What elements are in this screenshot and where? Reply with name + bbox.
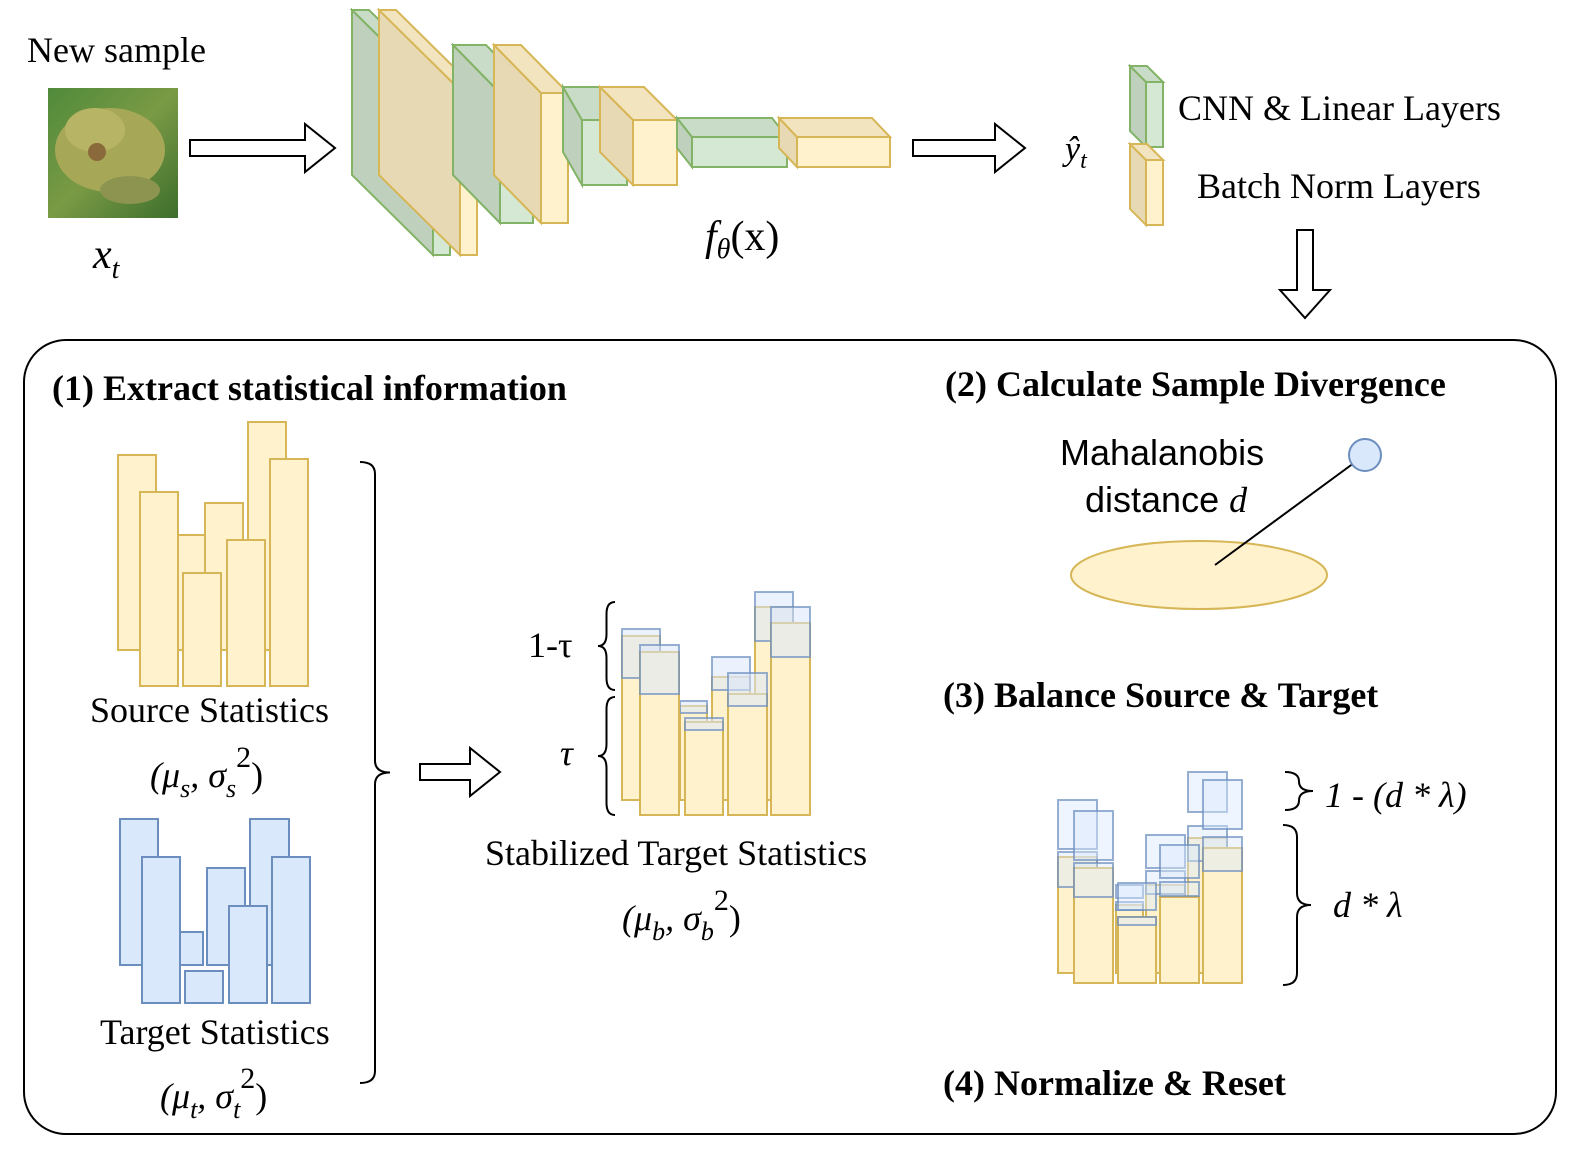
arrow-down-icon: [1277, 229, 1333, 320]
cnn-layer-4: [674, 115, 790, 170]
balanced-bar: [1073, 867, 1114, 984]
stabilized-target-overlay: [770, 606, 811, 658]
stabilized-target-overlay: [679, 700, 708, 714]
target-bar: [228, 905, 268, 1004]
batchnorm-layer-3: [597, 84, 680, 188]
source-bar: [226, 539, 266, 687]
layer-front-face: [632, 119, 678, 186]
target-bar: [184, 970, 224, 1004]
stabilized-target-overlay: [684, 717, 724, 731]
step2-title: (2) Calculate Sample Divergence: [945, 364, 1446, 404]
source-distribution-ellipse: [1070, 540, 1328, 610]
stabilized-target-overlay: [727, 672, 768, 707]
arrow-right-icon: [912, 121, 1027, 175]
batchnorm-layer-4: [776, 115, 893, 170]
layer-front-face: [1145, 81, 1164, 148]
target-statistics-label: Target Statistics: [100, 1012, 330, 1052]
balanced-target-overlay: [1202, 779, 1243, 830]
stabilized-statistics-label: Stabilized Target Statistics: [485, 833, 867, 873]
legend: [1127, 63, 1166, 228]
balanced-target-overlay: [1057, 799, 1098, 850]
target-bar: [179, 931, 204, 966]
network-label: fθ(x): [705, 214, 779, 265]
layer-top-face: [776, 117, 893, 138]
one-minus-d-lambda-label: 1 - (d * λ): [1325, 775, 1467, 815]
step1-title: (1) Extract statistical information: [52, 368, 567, 408]
balanced-target-overlay: [1159, 844, 1200, 879]
statistics-brace: [359, 461, 391, 1084]
stabilized-formula: (μb, σb2): [622, 884, 741, 946]
tau-label: τ: [560, 733, 574, 773]
legend-cnn-label: CNN & Linear Layers: [1178, 88, 1501, 128]
balanced-statistics-bars: [1057, 771, 1243, 984]
balanced-target-overlay: [1187, 771, 1228, 813]
layer-front-face: [691, 136, 788, 168]
one-minus-tau-label: 1-τ: [528, 625, 572, 665]
source-bar: [139, 491, 179, 687]
balanced-bar: [1159, 896, 1200, 984]
stabilized-bar: [684, 721, 724, 816]
stabilized-statistics-bars: [621, 591, 811, 816]
mahalanobis-label: Mahalanobis: [1060, 432, 1264, 473]
layer-front-face: [796, 136, 891, 168]
target-sample-point: [1348, 438, 1382, 472]
target-bar: [141, 856, 181, 1004]
target-formula: (μt, σt2): [160, 1062, 267, 1124]
step4-title: (4) Normalize & Reset: [943, 1063, 1286, 1103]
stabilized-bar: [727, 693, 768, 816]
source-formula: (μs, σs2): [150, 741, 263, 803]
balanced-target-overlay: [1117, 916, 1157, 926]
input-variable: xt: [92, 232, 121, 285]
balanced-target-overlay: [1117, 882, 1157, 911]
stabilized-target-overlay: [639, 644, 680, 695]
new-sample-label: New sample: [27, 30, 206, 70]
frog-image: [48, 88, 178, 218]
target-bar: [271, 856, 311, 1004]
source-statistics-label: Source Statistics: [90, 690, 329, 730]
source-statistics-bars: [117, 421, 309, 687]
legend-bn-swatch: [1127, 141, 1166, 228]
d-lambda-brace: [1282, 824, 1312, 986]
layer-top-face: [674, 117, 790, 138]
balanced-target-overlay: [1115, 884, 1144, 899]
one-minus-tau-brace: [597, 601, 616, 691]
one-minus-d-lambda-brace: [1284, 771, 1314, 811]
distance-label: distance d: [1085, 479, 1248, 520]
target-statistics-bars: [119, 818, 311, 1004]
tau-brace: [597, 696, 616, 816]
balanced-target-overlay: [1073, 810, 1114, 861]
legend-cnn-swatch: [1127, 63, 1166, 150]
process-panel: [23, 339, 1557, 1135]
balanced-target-overlay: [1145, 834, 1186, 869]
layer-front-face: [1145, 159, 1164, 226]
legend-bn-label: Batch Norm Layers: [1197, 166, 1481, 206]
balanced-bar: [1117, 916, 1157, 984]
source-bar: [269, 458, 309, 687]
network-f-theta: [349, 7, 893, 258]
step3-title: (3) Balance Source & Target: [943, 675, 1378, 715]
distance-arrow: [1214, 459, 1359, 566]
arrow-right-icon: [189, 121, 337, 175]
d-lambda-label: d * λ: [1333, 885, 1403, 925]
arrow-right-icon: [419, 745, 502, 799]
source-bar: [182, 572, 222, 687]
balanced-target-overlay: [1073, 862, 1114, 898]
prediction-label: ŷt: [1062, 131, 1088, 174]
balanced-target-overlay: [1202, 836, 1243, 872]
balanced-target-overlay: [1159, 881, 1200, 897]
